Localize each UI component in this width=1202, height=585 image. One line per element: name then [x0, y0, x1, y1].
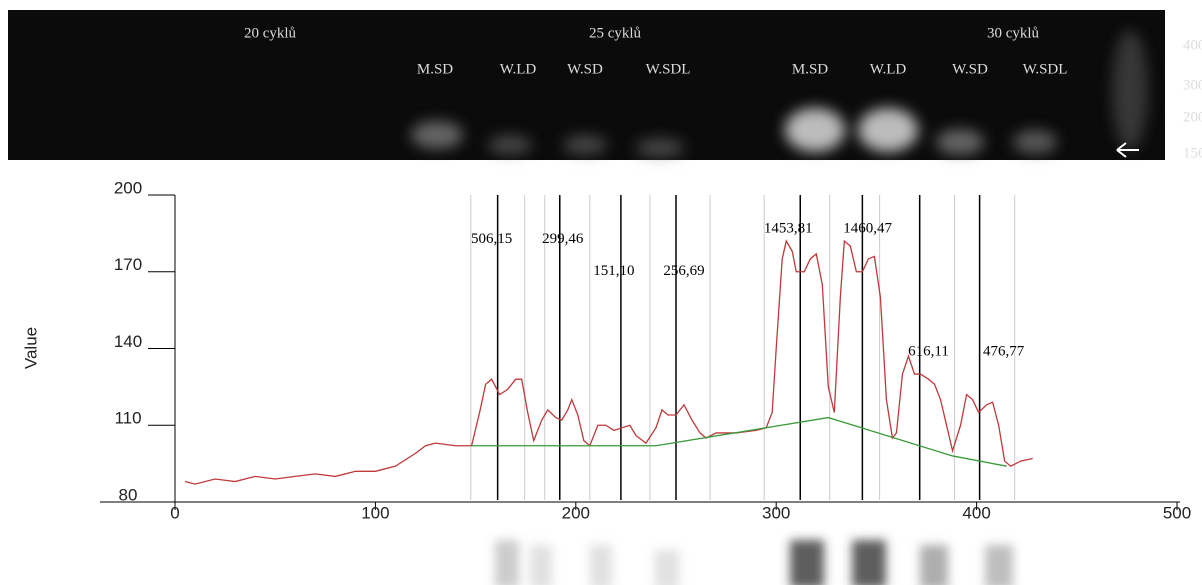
peak-annotation: 476,77 [983, 343, 1025, 359]
profile-line [471, 416, 1007, 467]
lane-label: W.SD [567, 61, 603, 77]
x-tick-label: 500 [1163, 503, 1191, 522]
group-label: 20 cyklů [244, 25, 297, 41]
peak-annotation: 1460,47 [843, 220, 892, 236]
gel-photo: 20 cyklů 25 cyklů 30 cyklů M.SD W.LD W.SD W.SD… [8, 10, 1202, 161]
group-label: 30 cyklů [987, 25, 1040, 41]
peak-annotation: 299,46 [542, 231, 584, 247]
peak-annotation: 256,69 [663, 263, 704, 279]
peak-annotation: 151,10 [593, 263, 634, 279]
ladder-label: 156 [1183, 145, 1202, 161]
ladder-label: 200 [1183, 109, 1202, 125]
lane-label: W.LD [500, 61, 537, 77]
x-tick-label: 0 [170, 503, 179, 522]
peak-annotation: 506,15 [471, 231, 512, 247]
lane-label: W.SD [952, 61, 988, 77]
x-tick-label: 100 [361, 503, 389, 522]
gel-strip [495, 540, 1013, 585]
y-tick-label: 200 [114, 178, 142, 197]
peak-annotation: 616,11 [908, 343, 949, 359]
x-tick-label: 400 [962, 503, 990, 522]
x-tick-label: 300 [762, 503, 790, 522]
peak-annotation: 1453,81 [764, 220, 813, 236]
lane-label: W.SDL [646, 61, 691, 77]
ladder-label: 300 [1183, 77, 1202, 93]
lane-label: W.LD [870, 61, 907, 77]
y-tick-label: 140 [114, 332, 142, 351]
x-tick-label: 200 [562, 503, 590, 522]
y-tick-label: 110 [114, 409, 141, 428]
lane-label: M.SD [792, 61, 828, 77]
y-tick-label: 80 [119, 485, 138, 504]
y-axis-label: Value [21, 327, 40, 369]
ladder-label: 400 [1183, 37, 1202, 53]
y-tick-label: 170 [114, 255, 142, 274]
group-label: 25 cyklů [589, 25, 642, 41]
lane-label: W.SDL [1023, 61, 1068, 77]
lane-label: M.SD [417, 61, 453, 77]
